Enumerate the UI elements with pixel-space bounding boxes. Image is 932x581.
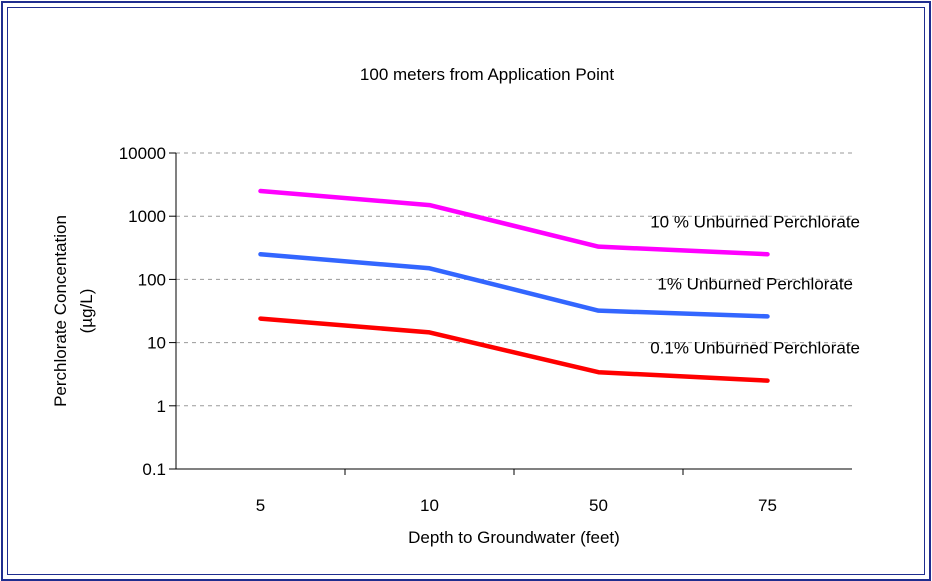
series-lines <box>258 188 770 383</box>
y-tick-label: 0.1 <box>142 460 166 479</box>
series-label: 1% Unburned Perchlorate <box>657 274 853 293</box>
series-label: 10 % Unburned Perchlorate <box>650 212 860 231</box>
grid-lines <box>176 152 852 407</box>
series-line <box>258 316 770 383</box>
y-axis-label-line2: (µg/L) <box>77 289 96 334</box>
chart-frame-inner <box>7 7 925 575</box>
y-tick-label: 1 <box>157 397 166 416</box>
series-line <box>258 252 770 319</box>
x-tick-label: 75 <box>758 496 777 515</box>
y-axis-label-line1: Perchlorate Concentation <box>51 215 70 407</box>
x-tick-label: 50 <box>589 496 608 515</box>
y-tick-group: 0.1 1 10 100 1000 10000 <box>119 144 176 479</box>
y-tick-label: 1000 <box>128 207 166 226</box>
x-tick-label: 5 <box>256 496 265 515</box>
series-label: 0.1% Unburned Perchlorate <box>650 339 860 358</box>
x-axis-label: Depth to Groundwater (feet) <box>408 528 620 547</box>
x-tick-label: 10 <box>420 496 439 515</box>
x-tick-group: 5 10 50 75 <box>256 469 777 515</box>
series-line <box>258 188 770 257</box>
y-tick-label: 100 <box>138 270 166 289</box>
chart-title: 100 meters from Application Point <box>360 65 614 84</box>
y-tick-label: 10000 <box>119 144 166 163</box>
series-labels: 10 % Unburned Perchlorate 1% Unburned Per… <box>650 212 860 357</box>
y-tick-label: 10 <box>147 334 166 353</box>
